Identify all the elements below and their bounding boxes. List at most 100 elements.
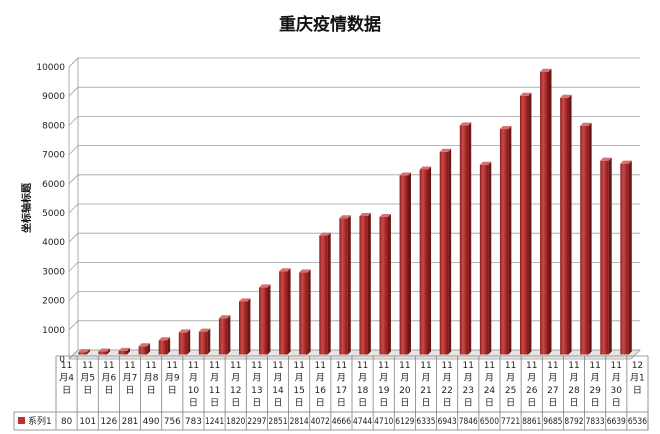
bar — [560, 94, 572, 355]
x-tick-label: 11 月 22 日 — [441, 361, 452, 409]
data-label: 6536 — [628, 417, 647, 427]
gridline — [68, 203, 640, 214]
bar — [419, 166, 432, 355]
x-tick-label: 11 月 13 日 — [251, 361, 262, 409]
data-label: 1241 — [205, 417, 224, 427]
x-tick-label: 11 月9 日 — [165, 361, 180, 396]
bar — [499, 126, 512, 355]
data-label: 2814 — [290, 417, 309, 427]
x-tick-label: 11 月4 日 — [59, 361, 74, 396]
bar — [218, 315, 231, 355]
data-label: 2851 — [268, 417, 287, 427]
bar — [379, 213, 391, 355]
y-axis-ticks: 0 1000 2000 3000 4000 5000 6000 7000 8000 9000 100… — [36, 63, 65, 365]
y-tick-label: 4000 — [42, 238, 65, 248]
bar — [78, 349, 90, 355]
data-label: 101 — [79, 417, 96, 427]
x-tick-label: 11 月7 日 — [123, 361, 138, 396]
x-tick-label: 11 月 29 日 — [589, 361, 601, 409]
data-label: 6943 — [438, 417, 457, 427]
y-tick-label: 7000 — [42, 151, 65, 161]
y-tick-label: 6000 — [42, 180, 65, 190]
x-tick-label: 11 月 12 日 — [230, 361, 241, 409]
bar — [178, 329, 191, 355]
x-tick-label: 11 月 21 日 — [420, 361, 431, 409]
data-label: 490 — [143, 417, 160, 427]
bar — [620, 160, 632, 355]
bar — [519, 92, 532, 355]
bar — [98, 348, 110, 355]
bar — [580, 122, 592, 355]
bar — [299, 269, 311, 355]
data-label: 4666 — [332, 417, 351, 427]
bars — [78, 68, 632, 355]
gridline — [68, 291, 640, 301]
bar — [279, 268, 291, 355]
y-tick-label: 0 — [59, 355, 65, 365]
legend-swatch — [18, 417, 25, 424]
x-tick-label: 11 月 11 日 — [209, 361, 220, 409]
gridline — [68, 57, 640, 68]
y-axis-label: 坐标轴标题 — [20, 182, 33, 233]
data-label: 4710 — [374, 417, 393, 427]
bar — [439, 148, 452, 355]
y-tick-label: 3000 — [42, 267, 65, 277]
data-label: 281 — [122, 417, 139, 427]
x-tick-label: 11 月 28 日 — [568, 361, 580, 409]
x-tick-label: 11 月 23 日 — [463, 361, 474, 409]
data-label: 6639 — [607, 417, 626, 427]
gridlines — [68, 57, 640, 360]
data-label: 7721 — [501, 417, 520, 427]
bar — [259, 284, 271, 355]
x-tick-label: 11 月 20 日 — [399, 361, 411, 409]
data-label: 8792 — [564, 417, 583, 427]
gridline — [68, 86, 640, 97]
x-tick-label: 11 月 24 日 — [484, 361, 496, 409]
x-tick-label: 11 月5 日 — [80, 361, 95, 396]
y-tick-label: 10000 — [36, 63, 65, 73]
x-tick-label: 11 月 25 日 — [505, 361, 516, 409]
x-tick-label: 11 月 16 日 — [315, 361, 327, 409]
x-tick-label: 12 月1 日 — [630, 361, 645, 396]
x-tick-label: 11 月 18 日 — [357, 361, 369, 409]
x-tick-label: 11 月8 日 — [144, 361, 159, 396]
x-tick-label: 11 月 17 日 — [336, 361, 347, 409]
x-tick-label: 11 月 15 日 — [293, 361, 304, 409]
bar — [600, 157, 612, 355]
data-label: 4072 — [311, 417, 330, 427]
x-tick-label: 11 月 27 日 — [547, 361, 558, 409]
gridline — [68, 261, 640, 272]
y-tick-label: 8000 — [42, 121, 65, 131]
data-label: 7846 — [459, 417, 478, 427]
y-tick-label: 2000 — [42, 297, 65, 307]
data-label: 6335 — [416, 417, 435, 427]
bar — [339, 215, 351, 355]
data-label: 8861 — [522, 417, 541, 427]
data-label: 783 — [185, 417, 202, 427]
gridline — [68, 232, 640, 243]
x-tick-label: 11 月 19 日 — [378, 361, 390, 409]
data-label: 756 — [164, 417, 181, 427]
bar — [138, 343, 151, 355]
bar — [359, 212, 371, 355]
legend-label: 系列1 — [28, 415, 52, 427]
bar — [399, 172, 411, 355]
bar — [479, 161, 492, 355]
data-label: 2297 — [247, 417, 266, 427]
bar — [540, 68, 552, 355]
bar — [118, 347, 130, 355]
data-label: 126 — [100, 417, 117, 427]
gridline — [68, 116, 640, 126]
data-label: 4744 — [353, 417, 372, 427]
bar — [319, 232, 331, 355]
chart-title: 重庆疫情数据 — [279, 14, 381, 35]
chart-floor — [68, 349, 641, 360]
data-label: 7833 — [586, 417, 605, 427]
gridline — [68, 145, 640, 155]
plot-background — [68, 57, 641, 360]
x-tick-label: 11 月 14 日 — [272, 361, 284, 409]
y-tick-label: 9000 — [42, 92, 65, 102]
data-table: 系列1 11 月4 日 11 月5 日 11 月6 日 11 月7 日 11 月8 日 11 月9 日 11 月 10 日 1… — [13, 355, 649, 431]
x-tick-label: 11 月 10 日 — [188, 361, 200, 409]
